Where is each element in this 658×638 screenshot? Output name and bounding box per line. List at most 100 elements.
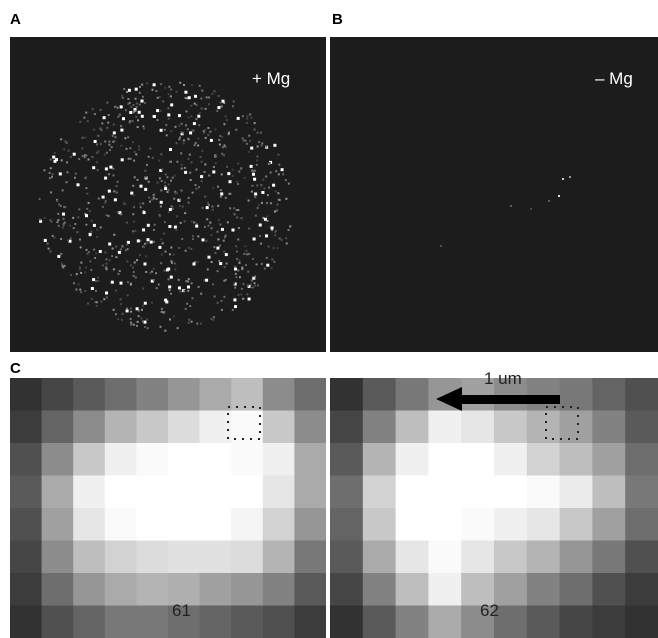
pixel: [105, 443, 137, 476]
speckle: [248, 298, 251, 301]
speckle: [120, 145, 122, 147]
speckle: [112, 168, 114, 170]
speckle: [204, 196, 206, 198]
speckle: [143, 211, 146, 214]
pixel: [527, 606, 560, 638]
pixel: [560, 541, 593, 574]
speckle: [192, 297, 194, 299]
pixel: [625, 508, 658, 541]
speckle: [225, 115, 227, 117]
speckle: [91, 298, 93, 300]
speckle: [548, 200, 550, 202]
pixel: [10, 443, 42, 476]
speckle: [156, 109, 159, 112]
speckle: [120, 129, 123, 132]
speckle: [277, 154, 279, 156]
speckle: [120, 298, 122, 300]
pixel: [363, 476, 396, 509]
speckle: [190, 115, 192, 117]
pixel: [42, 443, 74, 476]
speckle: [260, 184, 262, 186]
speckle: [288, 183, 290, 185]
speckle: [155, 272, 157, 274]
speckle: [233, 283, 235, 285]
pixel: [73, 573, 105, 606]
speckle: [157, 119, 159, 121]
speckle: [144, 263, 147, 266]
speckle: [106, 268, 108, 270]
speckle: [197, 145, 199, 147]
speckle: [112, 248, 114, 250]
speckle: [166, 134, 168, 136]
speckle: [243, 253, 245, 255]
speckle: [268, 187, 270, 189]
pixel: [625, 606, 658, 638]
speckle: [150, 241, 153, 244]
speckle: [227, 221, 229, 223]
speckle: [201, 108, 203, 110]
pixel: [461, 411, 494, 444]
speckle: [188, 278, 190, 280]
speckle: [168, 278, 170, 280]
speckle: [229, 180, 232, 183]
speckle: [113, 268, 115, 270]
speckle: [168, 86, 170, 88]
speckle: [196, 188, 198, 190]
pixel: [625, 378, 658, 411]
pixel: [494, 476, 527, 509]
speckle: [44, 217, 46, 219]
speckle: [106, 296, 108, 298]
pixel: [294, 508, 326, 541]
speckle: [68, 150, 70, 152]
speckle: [96, 301, 98, 303]
pixel: [231, 443, 263, 476]
pixel: [136, 378, 168, 411]
speckle: [119, 114, 121, 116]
speckle: [192, 238, 194, 240]
speckle: [221, 309, 223, 311]
speckle: [126, 260, 128, 262]
speckle: [168, 211, 170, 213]
speckle: [161, 180, 163, 182]
speckle: [281, 239, 283, 241]
speckle: [158, 160, 160, 162]
speckle: [188, 117, 190, 119]
speckle: [100, 109, 102, 111]
speckle: [168, 189, 170, 191]
pixel: [330, 541, 363, 574]
speckle: [124, 137, 126, 139]
pixel: [527, 443, 560, 476]
speckle: [254, 276, 256, 278]
speckle: [160, 83, 162, 85]
speckle: [134, 230, 136, 232]
pixel: [10, 541, 42, 574]
speckle: [160, 239, 162, 241]
scale-label: 1 um: [484, 369, 522, 388]
pixel: [10, 378, 42, 411]
speckle: [54, 152, 56, 154]
speckle: [101, 122, 103, 124]
pixel: [294, 411, 326, 444]
speckle: [86, 193, 88, 195]
pixel: [263, 541, 295, 574]
speckle: [127, 98, 129, 100]
speckle: [120, 282, 123, 285]
speckle: [108, 141, 110, 143]
pixel: [200, 443, 232, 476]
speckle: [111, 255, 113, 257]
pixel: [200, 378, 232, 411]
speckle: [108, 144, 110, 146]
speckle: [196, 323, 198, 325]
speckle: [100, 143, 102, 145]
speckle: [80, 291, 82, 293]
speckle: [242, 115, 244, 117]
speckle: [221, 136, 223, 138]
speckle: [73, 282, 75, 284]
speckle: [56, 200, 58, 202]
speckle: [440, 245, 442, 247]
speckle: [95, 290, 97, 292]
speckle: [202, 238, 205, 241]
speckle: [217, 231, 219, 233]
speckle: [246, 118, 248, 120]
speckle: [254, 193, 257, 196]
